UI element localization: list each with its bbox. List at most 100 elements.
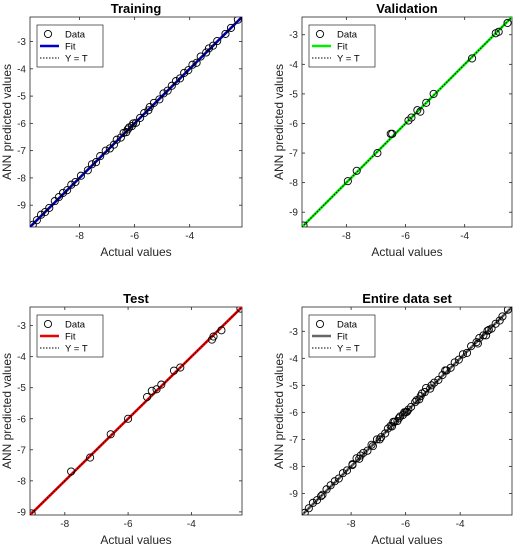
legend-label-fit: Fit <box>65 332 76 343</box>
data-point <box>109 140 119 149</box>
data-point <box>450 358 459 367</box>
y-tick-label: -8 <box>289 178 298 189</box>
data-point <box>375 435 384 444</box>
chart-title: Entire data set <box>362 291 452 306</box>
data-point <box>167 81 176 90</box>
plot-area <box>302 17 512 227</box>
data-point <box>343 177 352 186</box>
data-point <box>176 363 185 372</box>
data-point <box>482 331 491 340</box>
data-point <box>494 27 503 36</box>
data-point <box>434 375 443 384</box>
data-point <box>446 363 455 372</box>
data-point <box>87 160 96 169</box>
data-point <box>348 460 357 469</box>
data-point <box>83 166 92 175</box>
y-tick-label: -7 <box>289 149 298 160</box>
chart-title: Test <box>123 291 149 306</box>
y-tick-label: -4 <box>289 354 298 365</box>
data-point <box>147 386 156 395</box>
data-point <box>204 44 214 53</box>
data-point <box>381 429 390 438</box>
plot-area <box>302 307 512 515</box>
data-point <box>76 171 85 180</box>
axes-box <box>301 306 513 516</box>
data-point <box>188 60 197 69</box>
y-tick-label: -6 <box>17 119 26 130</box>
data-point <box>45 203 54 212</box>
y-equals-t-line <box>30 307 242 515</box>
x-tick-label: -6 <box>401 519 410 530</box>
data-point <box>407 402 416 411</box>
axes-box <box>29 306 243 516</box>
y-tick-label: -3 <box>289 30 298 41</box>
y-tick-label: -4 <box>17 352 26 363</box>
data-point <box>372 435 382 444</box>
data-point <box>454 355 463 364</box>
legend-marker-data <box>43 29 53 39</box>
data-point <box>196 52 205 61</box>
data-point <box>124 414 133 423</box>
y-tick-label: -3 <box>17 37 26 48</box>
y-tick-label: -7 <box>17 146 26 157</box>
y-axis-label: ANN predicted values <box>272 353 286 469</box>
data-point <box>498 312 507 321</box>
y-tick-label: -7 <box>289 435 298 446</box>
data-point <box>41 207 50 217</box>
y-equals-t-line <box>302 17 512 227</box>
data-point <box>334 474 343 483</box>
chart-title: Training <box>111 1 162 16</box>
y-tick-label: -4 <box>17 64 26 75</box>
y-tick-label: -7 <box>17 445 26 456</box>
data-point <box>217 326 226 335</box>
data-point <box>483 326 492 335</box>
x-axis-label: Actual values <box>371 245 442 259</box>
y-axis-label: ANN predicted values <box>272 64 286 180</box>
data-point <box>495 316 504 325</box>
data-point <box>427 381 436 390</box>
data-point <box>106 430 115 439</box>
data-point <box>136 113 145 122</box>
data-point <box>312 496 322 505</box>
data-point <box>71 177 80 187</box>
data-point <box>213 36 222 46</box>
data-point <box>407 113 416 122</box>
data-point <box>367 440 376 449</box>
y-tick-label: -6 <box>289 408 298 419</box>
data-point <box>363 446 372 455</box>
data-point <box>338 469 347 478</box>
data-point <box>430 378 439 387</box>
chart-title: Validation <box>376 1 437 16</box>
legend-label-yeqt: Y = T <box>337 344 360 355</box>
x-tick-label: -8 <box>75 231 84 242</box>
data-point <box>233 17 242 24</box>
data-point <box>169 366 179 375</box>
y-tick-label: -6 <box>289 119 298 130</box>
data-point <box>92 158 101 167</box>
legend-label-fit: Fit <box>337 42 348 53</box>
axes-box <box>29 16 243 228</box>
legend-marker-data <box>43 319 53 329</box>
data-point <box>422 383 431 393</box>
data-point <box>373 149 382 158</box>
data-point <box>202 48 211 57</box>
data-point <box>429 89 438 98</box>
data-point <box>112 135 121 144</box>
x-tick-label: -4 <box>185 231 194 242</box>
x-axis-label: Actual values <box>371 533 442 547</box>
data-point <box>387 422 397 431</box>
data-point <box>342 466 352 475</box>
data-point <box>152 385 161 394</box>
data-point <box>503 307 512 314</box>
y-tick-label: -9 <box>17 201 26 212</box>
data-point <box>176 74 185 83</box>
legend-label-fit: Fit <box>337 332 348 343</box>
legend-label-yeqt: Y = T <box>337 54 360 65</box>
data-point <box>442 366 451 375</box>
x-tick-label: -6 <box>124 519 133 530</box>
y-tick-label: -9 <box>17 507 26 518</box>
